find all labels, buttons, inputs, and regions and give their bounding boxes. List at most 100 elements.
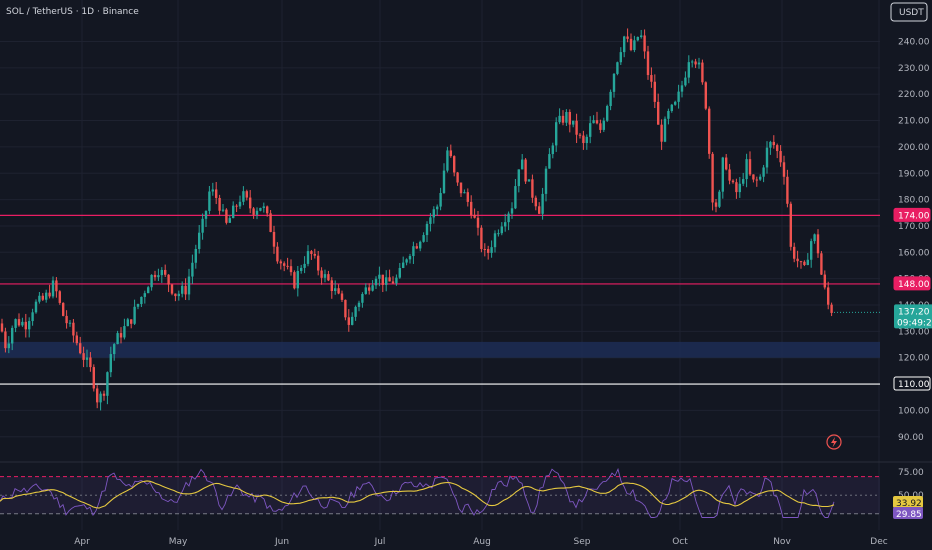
- candle-body[interactable]: [670, 104, 673, 111]
- candle-body[interactable]: [252, 208, 255, 215]
- candle-body[interactable]: [827, 287, 830, 305]
- candle-body[interactable]: [765, 147, 769, 168]
- candle-body[interactable]: [218, 197, 221, 211]
- candle-body[interactable]: [517, 169, 520, 187]
- candle-body[interactable]: [174, 293, 177, 297]
- candle-body[interactable]: [347, 317, 350, 325]
- candle-body[interactable]: [310, 251, 313, 254]
- candle-body[interactable]: [327, 274, 330, 281]
- candle-body[interactable]: [640, 35, 643, 37]
- candle-body[interactable]: [572, 120, 575, 125]
- candle-body[interactable]: [184, 285, 187, 295]
- candle-body[interactable]: [500, 226, 503, 234]
- candle-body[interactable]: [276, 246, 279, 262]
- candle-body[interactable]: [106, 372, 109, 396]
- candle-body[interactable]: [259, 207, 262, 211]
- candle-body[interactable]: [704, 82, 707, 109]
- candle-body[interactable]: [266, 206, 269, 214]
- candle-body[interactable]: [742, 179, 745, 184]
- candle-body[interactable]: [538, 206, 541, 214]
- candle-body[interactable]: [446, 150, 449, 171]
- candle-body[interactable]: [725, 157, 728, 170]
- candle-body[interactable]: [14, 319, 17, 328]
- candle-body[interactable]: [432, 209, 435, 218]
- candle-body[interactable]: [619, 52, 622, 63]
- candle-body[interactable]: [402, 262, 405, 268]
- candle-body[interactable]: [140, 296, 143, 305]
- candle-body[interactable]: [480, 227, 483, 250]
- candle-body[interactable]: [735, 182, 738, 193]
- candle-body[interactable]: [786, 176, 789, 204]
- candle-body[interactable]: [626, 36, 629, 39]
- candle-body[interactable]: [568, 111, 571, 125]
- candle-body[interactable]: [755, 179, 758, 181]
- candle-body[interactable]: [759, 176, 762, 180]
- candle-body[interactable]: [497, 233, 500, 235]
- candle-body[interactable]: [442, 170, 446, 194]
- candle-body[interactable]: [68, 322, 72, 324]
- candle-body[interactable]: [459, 182, 463, 194]
- candle-body[interactable]: [660, 124, 663, 142]
- candle-body[interactable]: [782, 162, 786, 177]
- candle-body[interactable]: [75, 335, 78, 344]
- candle-body[interactable]: [752, 174, 755, 180]
- candle-body[interactable]: [653, 81, 656, 102]
- candle-body[interactable]: [830, 304, 833, 313]
- candle-body[interactable]: [646, 51, 650, 76]
- candle-body[interactable]: [449, 150, 452, 157]
- candle-body[interactable]: [357, 302, 361, 307]
- candle-body[interactable]: [677, 91, 680, 102]
- candle-body[interactable]: [691, 61, 694, 63]
- candle-body[interactable]: [82, 353, 85, 360]
- candle-body[interactable]: [235, 205, 238, 207]
- candle-body[interactable]: [687, 62, 690, 78]
- rsi-line[interactable]: [0, 467, 835, 518]
- candle-body[interactable]: [45, 292, 48, 300]
- candle-body[interactable]: [65, 315, 68, 324]
- candle-body[interactable]: [344, 299, 347, 318]
- candle-body[interactable]: [262, 206, 265, 208]
- candle-body[interactable]: [286, 265, 289, 267]
- candle-body[interactable]: [745, 159, 748, 180]
- candle-body[interactable]: [701, 62, 704, 83]
- candle-body[interactable]: [667, 110, 670, 119]
- candle-body[interactable]: [544, 168, 548, 194]
- candle-body[interactable]: [718, 191, 721, 207]
- level-price-tag[interactable]: [893, 207, 931, 222]
- candle-body[interactable]: [534, 197, 537, 207]
- candle-body[interactable]: [476, 217, 480, 228]
- candle-body[interactable]: [592, 120, 595, 124]
- candle-body[interactable]: [680, 85, 684, 92]
- candle-body[interactable]: [793, 246, 796, 259]
- candle-body[interactable]: [806, 259, 809, 266]
- candle-body[interactable]: [194, 248, 197, 263]
- level-price-tag[interactable]: [893, 376, 931, 391]
- candle-body[interactable]: [633, 40, 636, 51]
- candle-body[interactable]: [493, 233, 497, 248]
- candle-body[interactable]: [589, 123, 592, 137]
- candle-body[interactable]: [772, 141, 775, 146]
- candle-body[interactable]: [810, 241, 813, 260]
- candle-body[interactable]: [694, 61, 697, 65]
- candle-body[interactable]: [126, 319, 129, 327]
- currency-button[interactable]: [890, 2, 928, 22]
- level-price-tag[interactable]: [893, 276, 931, 291]
- candle-body[interactable]: [504, 222, 507, 227]
- candle-body[interactable]: [204, 210, 208, 219]
- candle-body[interactable]: [816, 234, 820, 254]
- candle-body[interactable]: [636, 36, 639, 41]
- candle-body[interactable]: [89, 357, 92, 368]
- candle-body[interactable]: [551, 145, 554, 155]
- candle-body[interactable]: [657, 101, 660, 125]
- candle-body[interactable]: [79, 343, 82, 354]
- candle-body[interactable]: [228, 218, 231, 223]
- candle-body[interactable]: [602, 120, 605, 130]
- candle-body[interactable]: [796, 258, 799, 262]
- candle-body[interactable]: [249, 197, 252, 209]
- candle-body[interactable]: [38, 295, 41, 302]
- candle-body[interactable]: [116, 333, 119, 345]
- candle-body[interactable]: [643, 35, 646, 52]
- candle-body[interactable]: [201, 218, 204, 233]
- candle-body[interactable]: [466, 192, 469, 202]
